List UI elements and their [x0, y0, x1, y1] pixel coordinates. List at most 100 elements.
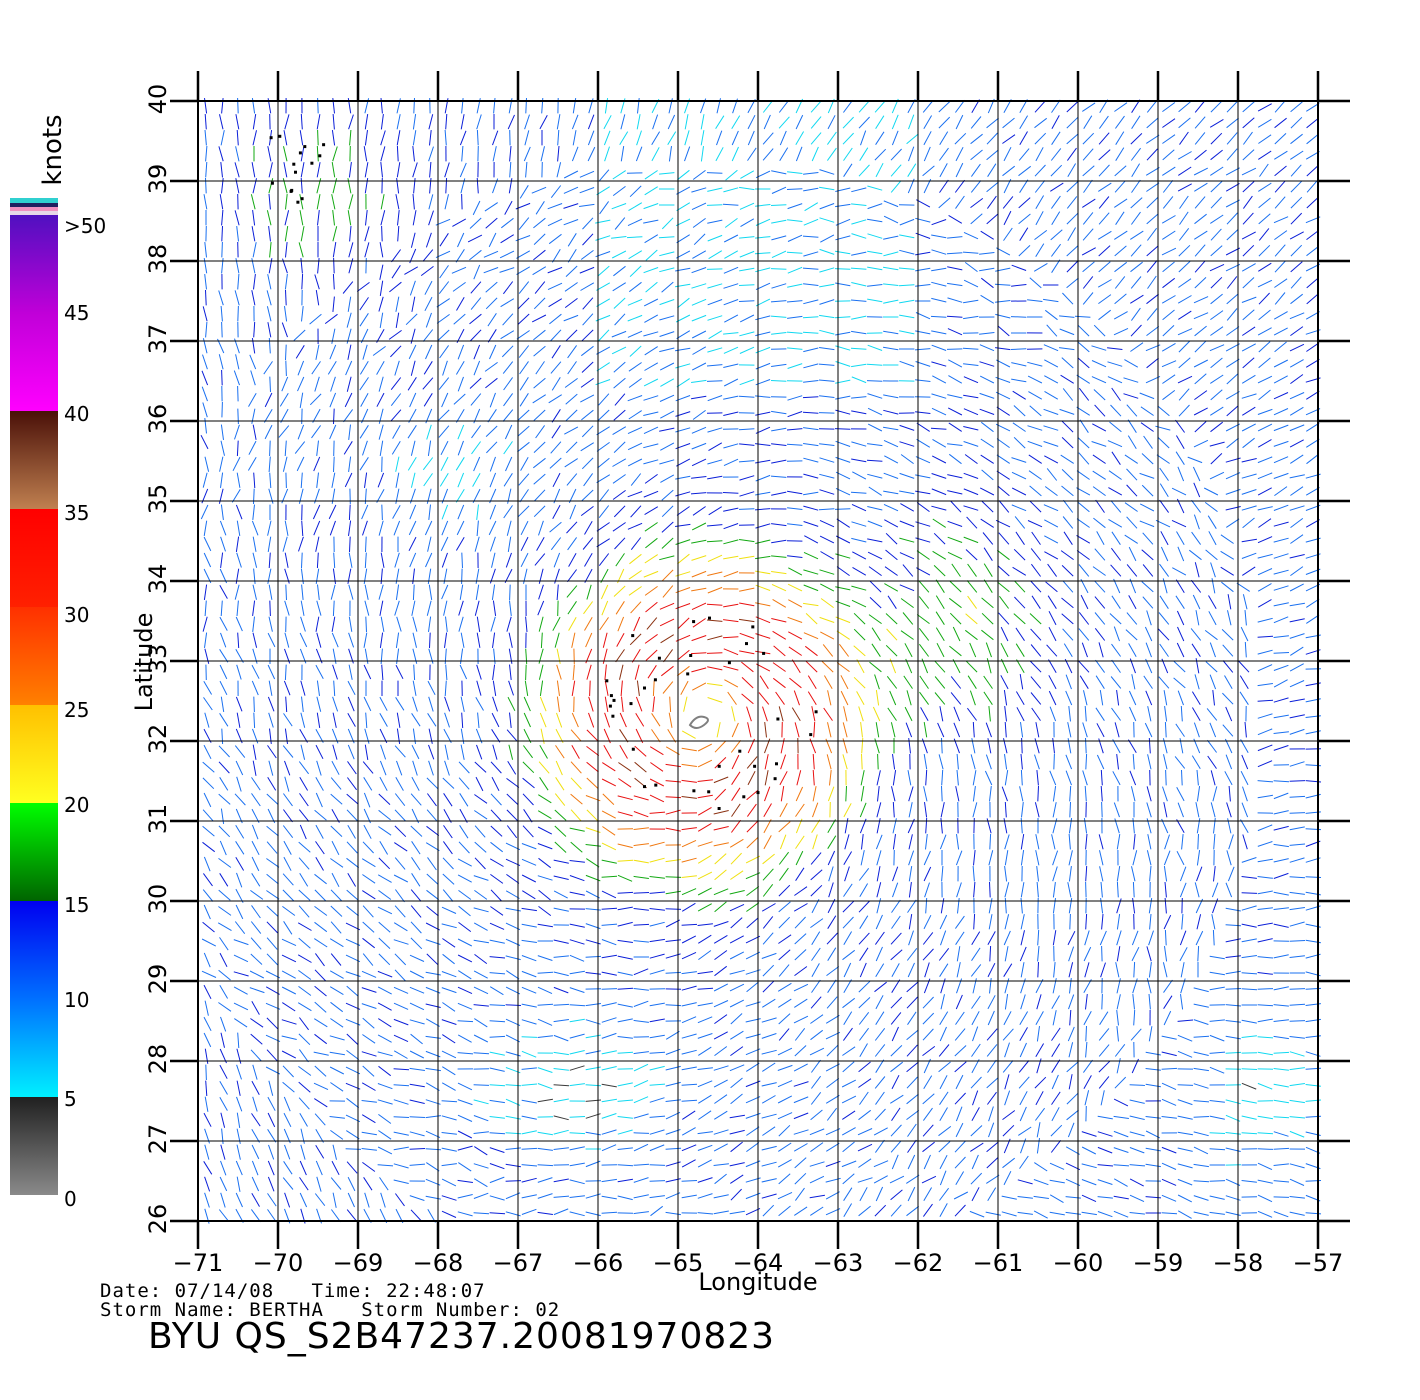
wind-vector — [520, 456, 529, 471]
wind-vector — [378, 296, 384, 312]
wind-vector — [409, 1163, 426, 1166]
wind-vector — [204, 129, 207, 146]
wind-vector — [1196, 786, 1201, 802]
wind-vector — [266, 1049, 278, 1062]
wind-vector — [332, 210, 335, 226]
wind-vector — [771, 219, 787, 224]
wind-vector — [1289, 618, 1305, 623]
wind-vector — [984, 770, 993, 786]
wind-vector — [793, 983, 809, 992]
wind-vector — [875, 963, 885, 978]
wind-vector — [1210, 228, 1222, 241]
wind-vector — [1146, 182, 1160, 192]
wind-vector — [1034, 802, 1040, 818]
rain-flag-dot — [654, 783, 658, 787]
wind-vector — [1145, 1196, 1162, 1199]
wind-vector — [813, 721, 816, 738]
wind-vector — [1210, 421, 1224, 433]
wind-vector — [1033, 1210, 1048, 1219]
wind-vector — [947, 407, 963, 416]
wind-vector — [266, 873, 279, 885]
wind-vector — [979, 408, 995, 415]
wind-vector — [809, 1128, 825, 1136]
wind-vector — [633, 940, 649, 943]
wind-vector — [586, 584, 592, 600]
wind-vector — [582, 313, 594, 326]
wind-vector — [811, 947, 821, 961]
wind-vector — [875, 131, 885, 145]
wind-vector — [236, 129, 239, 146]
wind-vector — [315, 744, 324, 760]
wind-vector — [706, 172, 723, 174]
wind-vector — [535, 201, 545, 215]
wind-vector — [883, 472, 899, 479]
wind-vector — [489, 1004, 506, 1006]
wind-vector — [1257, 487, 1272, 496]
wind-vector — [714, 1014, 728, 1025]
wind-vector — [761, 1017, 777, 1023]
wind-vector — [851, 458, 867, 463]
wind-vector — [1061, 565, 1074, 577]
wind-vector — [393, 520, 401, 536]
wind-vector — [602, 826, 616, 836]
wind-vector — [668, 712, 673, 728]
wind-vector — [378, 1065, 392, 1077]
wind-vector — [492, 146, 497, 162]
wind-vector — [235, 856, 245, 871]
wind-vector — [697, 1131, 713, 1135]
wind-vector — [1210, 181, 1223, 193]
wind-vector — [1149, 913, 1152, 930]
wind-vector — [706, 204, 723, 206]
wind-vector — [659, 315, 675, 321]
wind-vector — [1018, 1060, 1030, 1073]
wind-vector — [1069, 785, 1072, 802]
wind-vector — [1242, 149, 1255, 161]
wind-vector — [1162, 102, 1176, 113]
wind-vector — [1079, 419, 1089, 433]
wind-vector — [1157, 437, 1170, 449]
wind-vector — [1112, 739, 1121, 754]
wind-vector — [484, 202, 498, 212]
wind-vector — [700, 114, 705, 130]
rain-flag-dot — [686, 672, 690, 676]
wind-vector — [220, 600, 223, 617]
wind-vector — [266, 905, 279, 917]
wind-vector — [221, 321, 223, 338]
wind-vector — [969, 642, 977, 658]
wind-vector — [931, 473, 947, 479]
wind-vector — [947, 474, 963, 479]
wind-vector — [413, 664, 416, 681]
wind-vector — [645, 601, 658, 613]
wind-vector — [204, 1096, 209, 1112]
wind-vector — [970, 1172, 983, 1185]
wind-vector — [681, 763, 697, 767]
wind-vector — [713, 1194, 729, 1199]
wind-vector — [915, 267, 931, 272]
wind-vector — [363, 146, 368, 162]
wind-vector — [1242, 131, 1253, 145]
wind-vector — [314, 1001, 327, 1013]
wind-vector — [521, 1130, 537, 1135]
wind-vector — [1273, 616, 1289, 624]
wind-vector — [759, 675, 769, 689]
wind-vector — [205, 161, 208, 178]
wind-vector — [361, 1051, 377, 1057]
wind-vector — [1015, 627, 1025, 641]
wind-vector — [843, 1011, 853, 1026]
wind-vector — [916, 199, 931, 208]
wind-vector — [1078, 564, 1090, 577]
wind-vector — [506, 729, 518, 742]
wind-vector — [1290, 101, 1303, 113]
wind-vector — [566, 521, 578, 534]
wind-vector — [411, 296, 416, 312]
wind-vector — [1043, 425, 1059, 431]
wind-vector — [1161, 295, 1176, 304]
wind-vector — [697, 871, 713, 880]
rain-flag-dot — [707, 790, 711, 794]
wind-vector — [569, 1004, 586, 1007]
wind-vector — [221, 258, 224, 274]
wind-vector — [908, 834, 913, 850]
wind-vector — [1193, 987, 1209, 993]
wind-vector — [907, 1011, 917, 1025]
wind-vector — [444, 632, 448, 648]
